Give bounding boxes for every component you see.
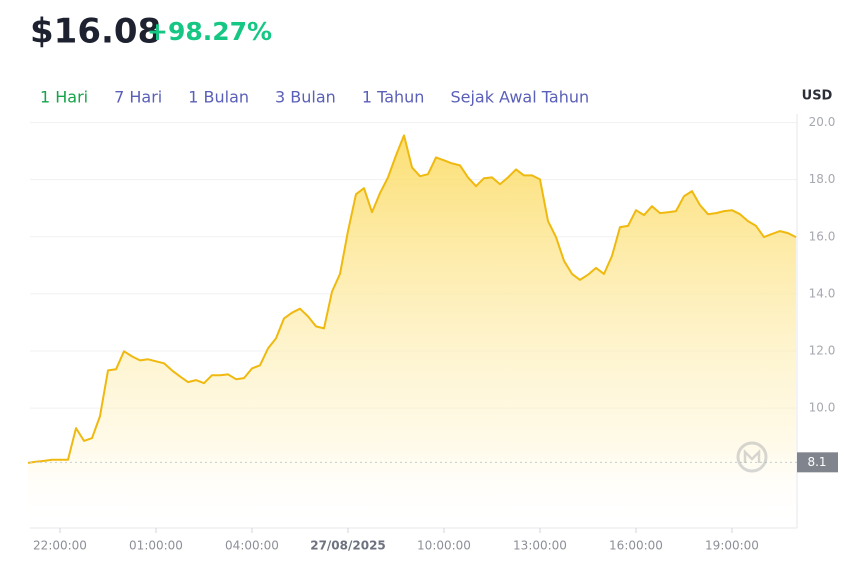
time-range-tab[interactable]: 3 Bulan — [275, 88, 336, 107]
tabs: 1 Hari 7 Hari 1 Bulan 3 Bulan 1 Tahun Sejak A… — [40, 88, 589, 107]
price-area — [28, 135, 796, 528]
time-range-tab[interactable]: 7 Hari — [114, 88, 162, 107]
y-tick-label: 14.0 — [809, 286, 836, 300]
price-change: +98.27% — [147, 17, 272, 46]
time-range-tab[interactable]: 1 Hari — [40, 88, 88, 107]
y-tick-label: 20.0 — [809, 115, 836, 129]
price-line — [27, 134, 797, 464]
watermark-ring — [736, 441, 768, 473]
watermark — [736, 441, 768, 473]
x-tick-label: 01:00:00 — [129, 539, 183, 553]
price: $16.08 — [30, 12, 161, 52]
y-tick-label: 16.0 — [809, 229, 836, 243]
y-tick-label: 18.0 — [809, 172, 836, 186]
x-tick-label: 10:00:00 — [417, 539, 471, 553]
x-tick-label: 22:00:00 — [33, 539, 87, 553]
time-range-tab[interactable]: 1 Tahun — [362, 88, 425, 107]
x-tick-label: 13:00:00 — [513, 539, 567, 553]
x-tick-label: 19:00:00 — [705, 539, 759, 553]
time-range-tab[interactable]: Sejak Awal Tahun — [450, 88, 589, 107]
reference-label-box — [797, 452, 838, 473]
watermark-glyph — [743, 448, 761, 463]
x-tick-label: 27/08/2025 — [310, 539, 386, 553]
reference-label: 8.1 — [807, 455, 826, 469]
y-tick-label: 10.0 — [809, 401, 836, 415]
y-tick-label: 12.0 — [809, 343, 836, 357]
y-axis-label: USD — [802, 89, 833, 104]
plot: 10.0 12.0 14.0 16.0 18.0 20.0 22:00:00 01:00:00… — [27, 114, 838, 553]
x-tick-label: 04:00:00 — [225, 539, 279, 553]
time-range-tab[interactable]: 1 Bulan — [188, 88, 249, 107]
x-tick-label: 16:00:00 — [609, 539, 663, 553]
